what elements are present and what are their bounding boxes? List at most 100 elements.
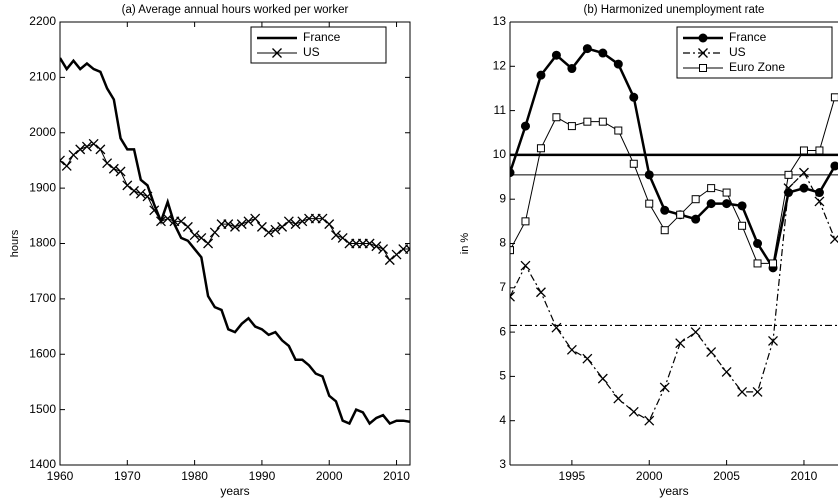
marker — [614, 126, 623, 135]
legend-label: France — [303, 30, 341, 44]
marker — [814, 188, 824, 198]
x-tick-label: 2005 — [713, 469, 740, 483]
marker — [613, 59, 623, 69]
marker — [690, 327, 701, 338]
marker — [384, 255, 395, 266]
marker — [551, 50, 561, 60]
marker — [676, 210, 685, 219]
x-tick-label: 1990 — [249, 469, 276, 483]
marker — [567, 64, 577, 74]
marker — [61, 161, 72, 171]
y-tick-label: 4 — [499, 413, 506, 427]
marker — [629, 159, 638, 168]
marker — [815, 146, 824, 155]
marker — [209, 227, 220, 238]
legend-marker — [698, 48, 708, 58]
marker — [520, 260, 531, 271]
marker — [102, 158, 113, 169]
marker — [283, 216, 294, 227]
marker — [644, 415, 655, 426]
marker — [203, 238, 214, 249]
marker — [297, 216, 308, 227]
y-tick-label: 1600 — [29, 346, 56, 360]
y-tick-label: 3 — [499, 457, 506, 471]
marker — [675, 338, 686, 349]
y-tick-label: 1400 — [29, 457, 56, 471]
marker — [182, 221, 193, 232]
marker — [223, 219, 234, 230]
x-tick-label: 1995 — [559, 469, 586, 483]
marker — [583, 117, 592, 126]
marker — [391, 249, 402, 260]
marker — [629, 92, 639, 102]
marker — [799, 183, 809, 193]
series-line — [510, 171, 836, 422]
marker — [135, 188, 146, 199]
marker — [378, 244, 389, 254]
legend-label: France — [729, 30, 767, 44]
series-line — [510, 47, 836, 272]
marker — [691, 195, 700, 204]
marker — [142, 191, 153, 202]
marker — [364, 238, 375, 249]
marker — [830, 93, 838, 102]
marker — [769, 259, 778, 268]
marker — [738, 221, 747, 230]
legend-label: US — [303, 45, 320, 59]
marker — [236, 219, 247, 230]
marker — [830, 161, 838, 171]
y-tick-label: 10 — [493, 147, 507, 161]
marker — [737, 201, 747, 211]
marker — [371, 241, 382, 252]
marker — [613, 393, 624, 404]
marker — [660, 226, 669, 235]
x-tick-label: 2010 — [791, 469, 818, 483]
marker — [156, 216, 166, 227]
marker — [510, 246, 514, 255]
marker — [196, 233, 207, 243]
marker — [535, 287, 546, 298]
marker — [567, 122, 576, 131]
marker — [814, 196, 825, 207]
marker — [784, 170, 793, 179]
marker — [722, 199, 732, 209]
x-tick-label: 2000 — [316, 469, 343, 483]
chart-title: (a) Average annual hours worked per work… — [122, 4, 349, 16]
marker — [753, 239, 763, 248]
y-axis-label: hours — [9, 229, 21, 257]
marker — [598, 117, 607, 126]
y-tick-label: 2000 — [29, 125, 56, 139]
legend-marker — [699, 64, 707, 72]
marker — [317, 213, 328, 224]
y-tick-label: 2200 — [29, 14, 56, 28]
marker — [129, 185, 139, 196]
marker — [691, 214, 701, 224]
marker — [176, 216, 187, 227]
marker — [799, 146, 808, 155]
plot-area — [60, 57, 410, 426]
marker — [230, 221, 240, 232]
y-tick-label: 13 — [493, 14, 507, 28]
marker — [753, 259, 762, 268]
marker — [115, 166, 126, 177]
y-tick-label: 1500 — [29, 402, 56, 416]
y-axis-label: in % — [459, 233, 471, 255]
y-tick-label: 1800 — [29, 236, 56, 250]
marker — [722, 188, 731, 197]
x-axis-label: years — [659, 484, 688, 498]
x-axis-label: years — [220, 484, 249, 498]
marker — [752, 386, 763, 397]
marker — [324, 219, 335, 230]
marker — [521, 217, 530, 226]
marker — [108, 163, 119, 174]
marker — [536, 144, 545, 153]
marker — [660, 205, 670, 215]
marker — [95, 144, 106, 155]
y-tick-label: 12 — [493, 58, 507, 72]
marker — [536, 70, 546, 80]
legend-marker — [698, 33, 708, 43]
legend-marker — [272, 48, 282, 58]
plot-border — [59, 21, 411, 466]
marker — [737, 386, 748, 397]
